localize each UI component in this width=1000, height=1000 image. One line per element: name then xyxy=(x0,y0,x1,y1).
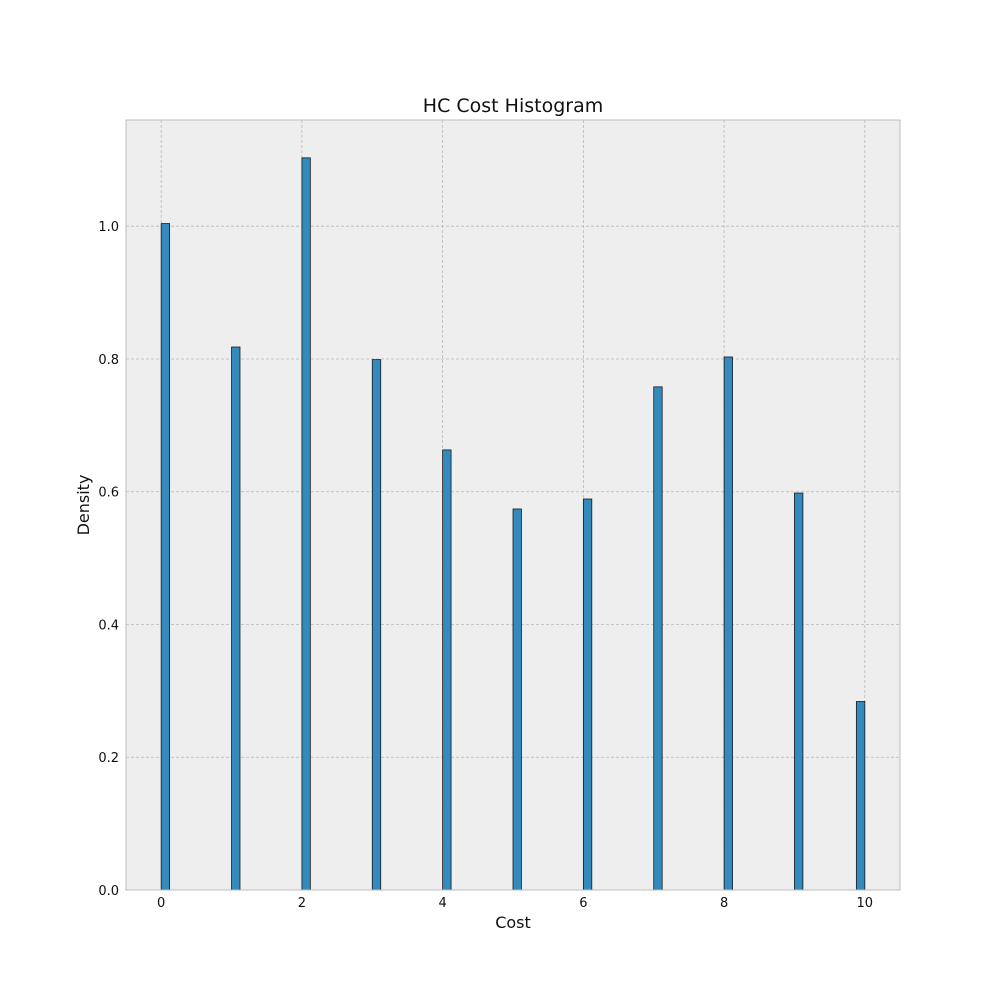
y-tick-label: 0.8 xyxy=(98,353,119,368)
chart-title: HC Cost Histogram xyxy=(423,95,603,117)
y-tick-label: 1.0 xyxy=(98,220,119,235)
histogram-bar xyxy=(794,492,804,891)
x-tick-label: 10 xyxy=(857,896,874,911)
y-tick-label: 0.6 xyxy=(98,486,119,501)
y-tick-label: 0.2 xyxy=(98,751,119,766)
x-tick-label: 6 xyxy=(579,896,587,911)
x-tick-label: 8 xyxy=(720,896,728,911)
x-axis-label: Cost xyxy=(495,913,531,932)
y-axis-ticks: 0.0 0.2 0.4 0.6 0.8 1.0 xyxy=(98,220,119,899)
y-tick-label: 0.0 xyxy=(98,884,119,899)
histogram-bar xyxy=(653,386,663,891)
histogram-bar xyxy=(855,701,866,891)
y-tick-label: 0.4 xyxy=(98,618,119,633)
histogram-bar xyxy=(231,346,241,891)
histogram-bar xyxy=(301,157,311,891)
x-tick-label: 0 xyxy=(157,896,165,911)
x-axis-ticks: 0 2 4 6 8 10 xyxy=(157,896,873,911)
x-tick-label: 4 xyxy=(438,896,446,911)
y-axis-label: Density xyxy=(74,475,93,536)
histogram-bar xyxy=(512,508,522,891)
histogram-bar xyxy=(160,223,171,891)
histogram-bar xyxy=(442,449,452,891)
plot-frame xyxy=(125,119,901,891)
x-tick-label: 2 xyxy=(298,896,306,911)
histogram-bar xyxy=(723,356,733,891)
histogram-bar xyxy=(582,498,593,891)
histogram-bar xyxy=(371,359,382,891)
